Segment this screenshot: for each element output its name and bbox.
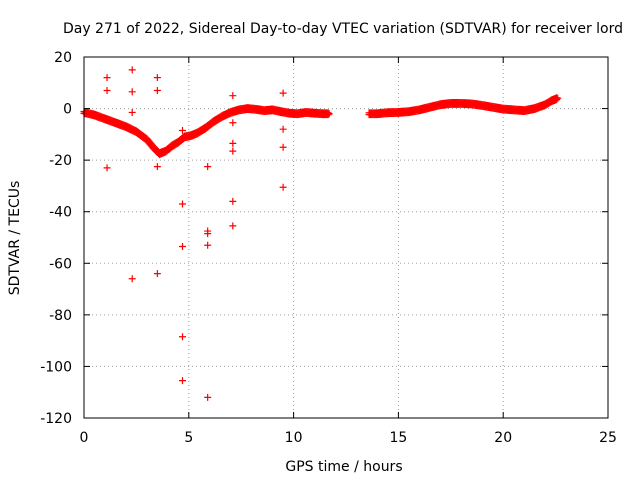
sdtvar-outlier-point [179, 377, 187, 385]
y-tick-label: -80 [49, 308, 72, 324]
sdtvar-outlier-point [229, 222, 237, 230]
data-markers [80, 66, 562, 401]
sdtvar-outlier-point [279, 183, 287, 191]
sdtvar-outlier-point [229, 147, 237, 155]
sdtvar-outlier-point [103, 164, 111, 172]
sdtvar-outlier-point [229, 139, 237, 147]
y-tick-label: -40 [49, 205, 72, 221]
chart-title: Day 271 of 2022, Sidereal Day-to-day VTE… [63, 21, 623, 37]
sdtvar-outlier-point [204, 241, 212, 249]
x-tick-label: 0 [80, 430, 89, 446]
x-tick-label: 15 [389, 430, 407, 446]
sdtvar-outlier-point [229, 119, 237, 127]
sdtvar-outlier-point [229, 92, 237, 100]
sdtvar-point [553, 96, 561, 104]
plot-frame [83, 56, 609, 419]
sdtvar-outlier-point [153, 87, 161, 95]
sdtvar-point [324, 111, 332, 119]
axis-ticks: 0 5 10 15 20 25 20 0 -20 -40 -60 -80 -100 -120 [40, 50, 617, 446]
sdtvar-outlier-point [279, 89, 287, 97]
sdtvar-outlier-point [153, 270, 161, 278]
sdtvar-outlier-point [179, 200, 187, 208]
sdtvar-outlier-point [179, 243, 187, 251]
sdtvar-outlier-point [204, 163, 212, 171]
y-tick-label: -120 [40, 411, 72, 427]
sdtvar-outlier-point [128, 66, 136, 74]
sdtvar-outlier-point [204, 393, 212, 401]
y-tick-label: -100 [40, 359, 72, 375]
sdtvar-outlier-point [153, 74, 161, 82]
sdtvar-outlier-point [229, 197, 237, 205]
sdtvar-outlier-point [128, 275, 136, 283]
x-tick-label: 10 [285, 430, 303, 446]
sdtvar-outlier-point [204, 230, 212, 238]
x-tick-label: 20 [494, 430, 512, 446]
sdtvar-outlier-point [229, 107, 237, 115]
sdtvar-outlier-point [128, 88, 136, 96]
sdtvar-point [554, 94, 562, 102]
y-tick-label: 0 [63, 102, 72, 118]
sdtvar-outlier-point [179, 126, 187, 134]
sdtvar-outlier-point [179, 333, 187, 341]
y-tick-label: -20 [49, 153, 72, 169]
x-axis-label: GPS time / hours [285, 459, 402, 475]
y-axis-label: SDTVAR / TECUs [7, 181, 23, 296]
sdtvar-outlier-point [103, 74, 111, 82]
x-tick-label: 5 [184, 430, 193, 446]
y-tick-label: -60 [49, 256, 72, 272]
y-tick-label: 20 [54, 50, 72, 66]
sdtvar-outlier-point [279, 143, 287, 151]
sdtvar-outlier-point [279, 125, 287, 133]
sdtvar-point [325, 110, 333, 118]
sdtvar-outlier-point [153, 163, 161, 171]
sdtvar-outlier-point [103, 87, 111, 95]
x-tick-label: 25 [599, 430, 617, 446]
sdtvar-outlier-point [128, 108, 136, 116]
